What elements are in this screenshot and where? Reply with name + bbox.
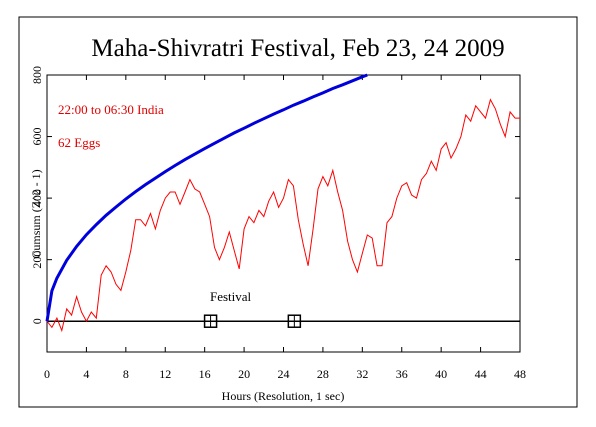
x-tick-label: 32: [356, 367, 368, 381]
x-tick-label: 40: [435, 367, 447, 381]
series-line: [45, 73, 368, 322]
y-tick-label: 800: [30, 66, 44, 84]
x-tick-label: 44: [475, 367, 487, 381]
x-tick-label: 20: [238, 367, 250, 381]
x-tick-label: 4: [83, 367, 89, 381]
x-tick-label: 16: [199, 367, 211, 381]
festival-marker: [287, 314, 302, 328]
chart-title: Maha-Shivratri Festival, Feb 23, 24 2009: [91, 35, 504, 62]
y-tick-label: 200: [30, 251, 44, 269]
annotation: Festival: [210, 289, 252, 304]
annotation: 62 Eggs: [58, 135, 100, 150]
y-tick-label: 400: [30, 189, 44, 207]
x-tick-label: 28: [317, 367, 329, 381]
y-tick-label: 600: [30, 128, 44, 146]
x-tick-label: 8: [123, 367, 129, 381]
y-axis-label: Cumsum (Z^2 - 1): [29, 169, 43, 258]
x-axis-label: Hours (Resolution, 1 sec): [222, 389, 345, 403]
series-line: [46, 98, 520, 333]
x-tick-label: 48: [514, 367, 526, 381]
frame: [18, 16, 578, 408]
x-tick-label: 12: [159, 367, 171, 381]
festival-marker: [203, 314, 218, 328]
annotation: 22:00 to 06:30 India: [58, 102, 164, 117]
x-tick-label: 24: [278, 367, 290, 381]
y-tick-label: 0: [30, 318, 44, 324]
x-tick-label: 0: [44, 367, 50, 381]
x-tick-label: 36: [396, 367, 408, 381]
